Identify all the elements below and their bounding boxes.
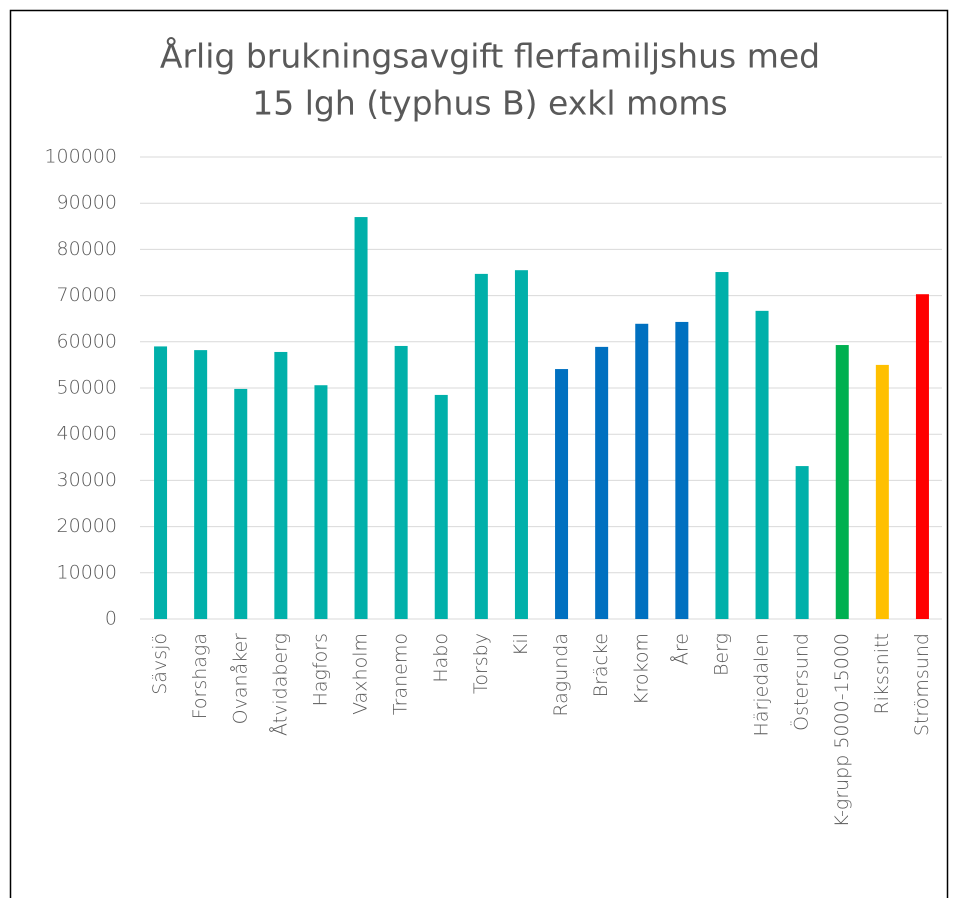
bar (354, 217, 368, 619)
x-tick-label: Bräcke (590, 633, 612, 697)
x-tick-label: Tranemo (390, 633, 412, 715)
x-tick-label: Forshaga (189, 633, 211, 719)
y-tick-label: 100000 (44, 146, 117, 168)
y-tick-label: 0 (105, 608, 117, 630)
bar (434, 394, 448, 619)
y-tick-label: 50000 (57, 377, 117, 399)
x-tick-label: Åre (669, 633, 692, 665)
bar (474, 273, 488, 619)
x-tick-label: Hagfors (309, 633, 331, 706)
x-tick-label: Krokom (630, 633, 652, 705)
bar (755, 310, 769, 619)
x-tick-label: Berg (710, 633, 732, 676)
x-tick-label: Ragunda (550, 633, 572, 717)
x-tick-label: Härjedalen (751, 633, 773, 736)
bar (915, 294, 929, 619)
y-tick-label: 30000 (57, 469, 117, 491)
x-tick-label: Strömsund (911, 633, 933, 736)
bar (234, 388, 248, 619)
bar (154, 346, 168, 619)
bar (635, 323, 649, 619)
bar (675, 321, 689, 619)
y-tick-label: 90000 (57, 192, 117, 214)
chart-title: Årlig brukningsavgift flerfamiljshus med (160, 36, 820, 76)
bar (555, 369, 569, 619)
x-tick-label: Östersund (790, 633, 813, 731)
bar (835, 345, 849, 619)
x-tick-label: Rikssnitt (871, 633, 893, 715)
x-tick-label: Åtvidaberg (268, 633, 291, 736)
x-tick-label: Vaxholm (350, 633, 372, 715)
y-tick-label: 40000 (57, 423, 117, 445)
x-tick-label: Habo (430, 633, 452, 683)
x-tick-label: Torsby (470, 633, 492, 694)
bar (595, 346, 609, 619)
y-tick-label: 10000 (57, 561, 117, 583)
bar (875, 364, 889, 619)
bar (314, 385, 328, 619)
bar (795, 466, 809, 619)
chart-title: 15 lgh (typhus B) exkl moms (252, 84, 728, 123)
x-tick-label: Sävsjö (149, 633, 171, 695)
y-tick-label: 60000 (57, 330, 117, 352)
x-tick-label: K-grupp 5000-15000 (831, 633, 853, 827)
y-tick-label: 80000 (57, 238, 117, 260)
bar (194, 350, 208, 619)
bar (274, 351, 288, 619)
x-tick-label: Kil (510, 633, 532, 656)
y-tick-label: 20000 (57, 515, 117, 537)
bar (394, 345, 408, 619)
x-tick-label: Ovanåker (229, 633, 251, 725)
bar (715, 272, 729, 619)
bar (514, 270, 528, 619)
y-tick-label: 70000 (57, 284, 117, 306)
